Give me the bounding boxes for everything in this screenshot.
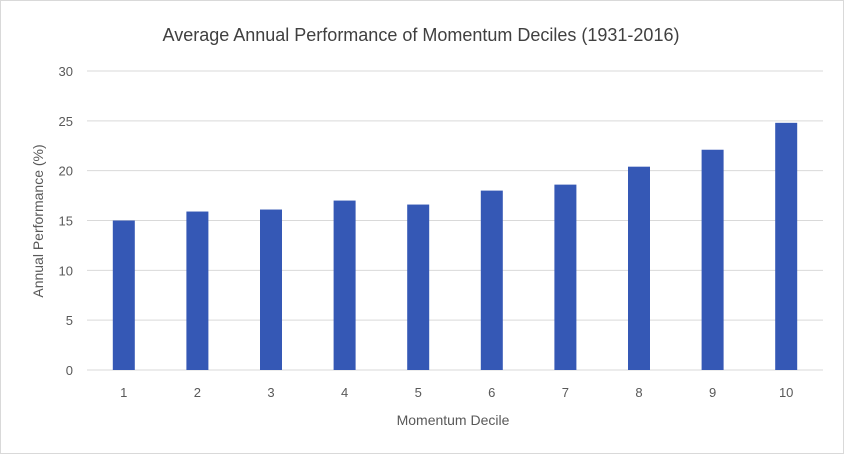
bar-decile-10 xyxy=(775,122,798,371)
x-tick-label: 9 xyxy=(709,385,716,400)
x-axis-ticks: 1 2 3 4 5 6 7 8 9 10 xyxy=(120,385,793,400)
bar-decile-1 xyxy=(112,220,135,370)
x-tick-label: 7 xyxy=(562,385,569,400)
bars xyxy=(112,122,798,371)
bar-decile-8 xyxy=(628,166,650,370)
gridlines xyxy=(87,70,823,371)
x-axis-label: Momentum Decile xyxy=(397,412,510,428)
y-tick-label: 20 xyxy=(59,164,73,179)
x-tick-label: 3 xyxy=(267,385,274,400)
x-tick-label: 5 xyxy=(415,385,422,400)
x-tick-label: 4 xyxy=(341,385,348,400)
y-axis-ticks: 0 5 10 15 20 25 30 xyxy=(59,64,73,378)
y-tick-label: 5 xyxy=(66,313,73,328)
y-tick-label: 30 xyxy=(59,64,73,79)
y-axis-label: Annual Performance (%) xyxy=(30,144,46,297)
bar-decile-7 xyxy=(554,184,577,370)
x-tick-label: 6 xyxy=(488,385,495,400)
bar-decile-6 xyxy=(480,190,503,370)
y-tick-label: 15 xyxy=(59,214,73,229)
bar-decile-9 xyxy=(701,149,724,370)
bar-decile-4 xyxy=(333,200,356,370)
x-tick-label: 8 xyxy=(635,385,642,400)
bar-decile-5 xyxy=(407,204,430,370)
bar-decile-2 xyxy=(186,211,209,370)
x-tick-label: 10 xyxy=(779,385,793,400)
bar-decile-3 xyxy=(260,209,282,370)
x-tick-label: 1 xyxy=(120,385,127,400)
y-tick-label: 25 xyxy=(59,114,73,129)
chart-title: Average Annual Performance of Momentum D… xyxy=(163,25,680,45)
y-tick-label: 10 xyxy=(59,263,73,278)
y-tick-label: 0 xyxy=(66,363,73,378)
x-tick-label: 2 xyxy=(194,385,201,400)
